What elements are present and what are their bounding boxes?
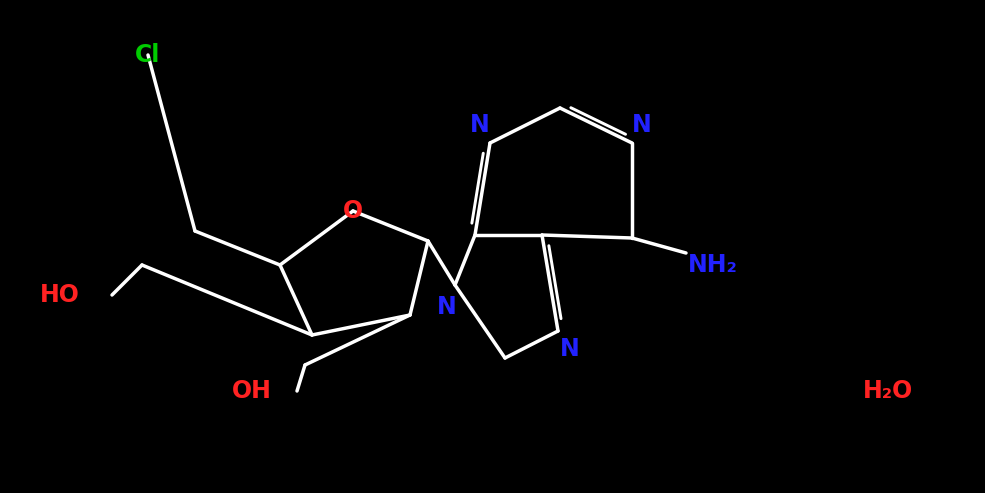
Text: N: N (632, 113, 652, 137)
Text: N: N (470, 113, 490, 137)
Text: Cl: Cl (135, 43, 161, 67)
Text: H₂O: H₂O (863, 379, 913, 403)
Text: N: N (560, 337, 580, 361)
Text: HO: HO (40, 283, 80, 307)
Text: OH: OH (232, 379, 272, 403)
Text: O: O (343, 199, 363, 223)
Text: N: N (437, 295, 457, 319)
Text: NH₂: NH₂ (689, 253, 738, 277)
